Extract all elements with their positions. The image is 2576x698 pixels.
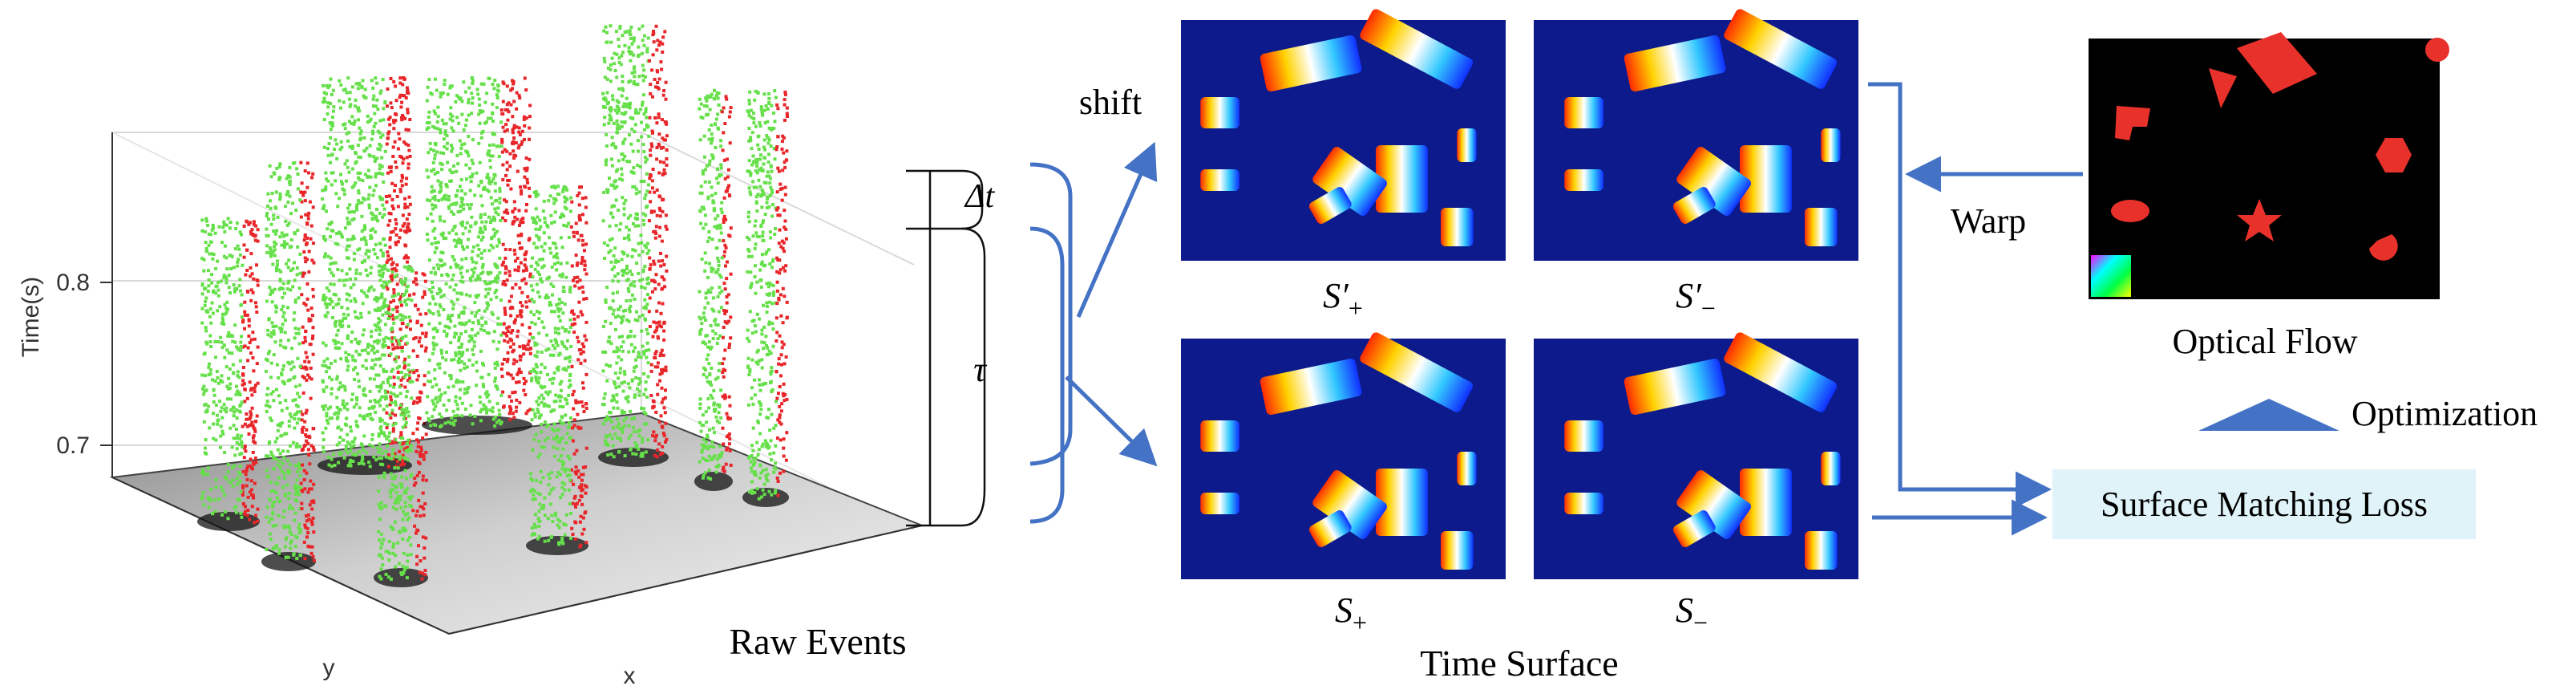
optimization-arrow-icon: [2198, 399, 2339, 431]
tick-0-8: 0.8: [56, 270, 90, 296]
optical-flow-label: Optical Flow: [2173, 322, 2358, 361]
surface-matching-loss-box: [2052, 469, 2476, 539]
surface-label-s-prime-minus: S′−: [1676, 276, 1716, 323]
arrow-shifted-to-loss: [1868, 82, 2052, 508]
time-surface-label: Time Surface: [1420, 643, 1618, 684]
warp-label: Warp: [1951, 201, 2026, 241]
time-surface-panel-s-prime-minus: [1534, 9, 1858, 261]
flow-shape-bar: [2237, 32, 2317, 94]
shift-braces: [1029, 162, 1073, 524]
tick-0-7: 0.7: [56, 432, 90, 459]
x-axis-label: x: [624, 663, 636, 689]
event-pillar: [598, 24, 669, 467]
time-surface-panel-s-plus: [1181, 332, 1506, 579]
delta-t-label: Δt: [964, 178, 996, 215]
time-surface-grid: [1181, 9, 1858, 579]
surface-label-s-plus: S+: [1335, 590, 1367, 637]
event-pillar: [422, 76, 532, 435]
optimization-label: Optimization: [2352, 394, 2538, 433]
flow-shape-hexagon: [2376, 138, 2412, 172]
time-window-brackets: [906, 169, 986, 527]
event-pillar: [261, 160, 316, 571]
event-pillars: [197, 24, 789, 587]
optical-flow-image: [2089, 32, 2449, 299]
surface-matching-loss-label: Surface Matching Loss: [2101, 485, 2428, 524]
surface-label-s-minus: S−: [1676, 590, 1708, 637]
event-pillar: [197, 217, 260, 531]
event-pillar: [526, 185, 588, 555]
raw-events-label: Raw Events: [729, 621, 906, 662]
time-surface-panel-s-prime-plus: [1181, 9, 1506, 261]
event-pillar: [694, 88, 733, 491]
tau-label: τ: [973, 350, 988, 389]
y-axis-label: y: [323, 655, 335, 681]
event-pillar: [317, 76, 412, 475]
event-pillar: [374, 265, 428, 587]
flow-shape-triangle: [2209, 68, 2237, 108]
event-pillar: [742, 89, 789, 507]
time-axis-label: Time(s): [18, 277, 44, 358]
shift-label: shift: [1079, 83, 1142, 122]
arrow-to-shifted-surfaces: [1076, 141, 1158, 319]
flow-shape-l: [2115, 106, 2150, 140]
flow-shape-star: [2237, 199, 2282, 241]
surface-label-s-prime-plus: S′+: [1323, 276, 1363, 323]
time-surface-panel-s-minus: [1534, 332, 1858, 579]
arrow-to-surfaces: [1065, 375, 1158, 467]
event-plot-3d: 0.8 0.7 Time(s) y x Raw Events: [18, 24, 925, 689]
